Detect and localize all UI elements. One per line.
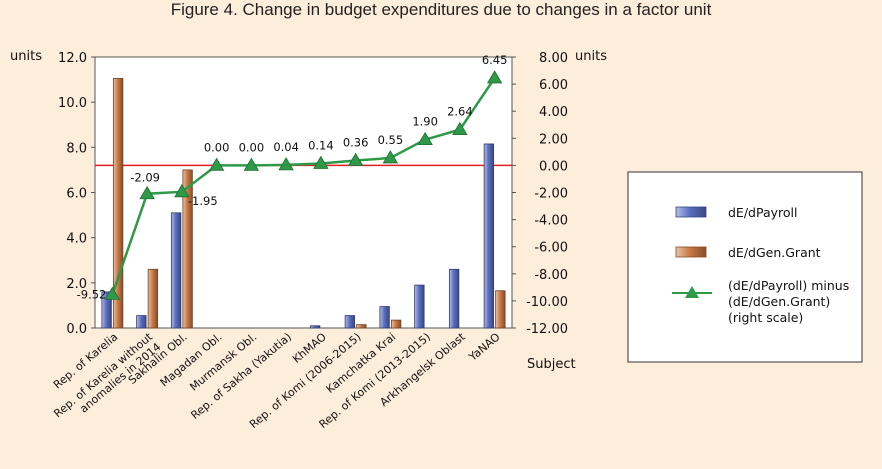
legend-difference-label: (dE/dPayroll) minus (dE/dGen.Grant) (right… bbox=[728, 278, 849, 325]
right-axis-tick-label: -12.00 bbox=[526, 322, 568, 337]
difference-data-label: 2.64 bbox=[447, 105, 473, 119]
difference-marker bbox=[208, 157, 225, 171]
left-axis-tick-label: 6.0 bbox=[66, 187, 87, 202]
left-axis-tick-label: 8.0 bbox=[66, 141, 87, 156]
right-axis-tick-label: 0.00 bbox=[539, 159, 568, 174]
difference-marker bbox=[382, 150, 399, 164]
gen-grant-bar bbox=[112, 78, 124, 329]
payroll-bar bbox=[483, 143, 495, 329]
difference-marker bbox=[243, 157, 260, 171]
left-axis-tick-label: 4.0 bbox=[66, 232, 87, 247]
difference-marker bbox=[174, 184, 190, 198]
difference-data-label: 0.04 bbox=[273, 140, 299, 154]
difference-data-label: 1.90 bbox=[412, 115, 438, 129]
legend-box bbox=[627, 171, 863, 363]
difference-marker bbox=[347, 152, 364, 166]
gen-grant-bar bbox=[182, 169, 193, 329]
gen-grant-bar bbox=[390, 319, 402, 329]
gen-grant-bar bbox=[147, 268, 159, 329]
right-axis-tick-label: -6.00 bbox=[534, 241, 568, 256]
difference-marker bbox=[452, 121, 468, 136]
left-axis-tick-label: 0.0 bbox=[66, 322, 87, 337]
payroll-bar bbox=[136, 315, 147, 329]
category-label: YaNAO bbox=[466, 330, 503, 364]
right-axis-tick-label: 6.00 bbox=[539, 78, 568, 93]
payroll-bar bbox=[101, 291, 112, 329]
left-axis-unit-label: units bbox=[10, 49, 42, 64]
difference-marker bbox=[139, 185, 155, 200]
payroll-bar bbox=[170, 212, 182, 329]
gen-grant-bar bbox=[356, 324, 367, 329]
difference-data-label: 0.00 bbox=[204, 140, 230, 154]
legend-gen-grant-swatch bbox=[675, 246, 707, 258]
left-axis-tick-label: 12.0 bbox=[58, 51, 87, 66]
right-axis-tick-label: -8.00 bbox=[534, 268, 568, 283]
payroll-bar bbox=[414, 284, 425, 329]
difference-data-label: -9.52 bbox=[77, 287, 107, 301]
payroll-bar bbox=[309, 325, 321, 329]
right-axis-unit-label: units bbox=[575, 49, 607, 64]
gen-grant-bar bbox=[495, 290, 506, 329]
legend: dE/dPayroll dE/dGen.Grant (dE/dPayroll) mi… bbox=[627, 171, 863, 363]
right-axis-tick-label: -2.00 bbox=[534, 187, 568, 202]
x-axis-label: Subject bbox=[527, 357, 576, 372]
right-axis-tick-label: -4.00 bbox=[534, 214, 568, 229]
payroll-bar bbox=[379, 306, 390, 329]
difference-marker bbox=[486, 70, 503, 84]
legend-difference-marker bbox=[685, 286, 699, 298]
difference-data-label: 6.45 bbox=[482, 53, 508, 67]
difference-data-label: -2.09 bbox=[130, 171, 160, 185]
line-series: -9.52 -2.09 -1.95 0.00 0.00 0.04 0.14 0.36 0.55 1… bbox=[77, 53, 508, 301]
difference-marker bbox=[313, 155, 329, 169]
difference-marker bbox=[278, 157, 294, 171]
right-axis: -12.00 -10.00 -8.00 -6.00 -4.00 -2.00 0.00 2.00… bbox=[512, 51, 568, 337]
difference-marker bbox=[104, 286, 121, 300]
right-axis-tick-label: -10.00 bbox=[526, 295, 568, 310]
difference-data-label: -1.95 bbox=[188, 194, 218, 208]
bar-series bbox=[101, 78, 506, 329]
legend-payroll-swatch bbox=[675, 206, 707, 218]
payroll-bar bbox=[448, 268, 460, 329]
legend-payroll-label: dE/dPayroll bbox=[728, 205, 797, 220]
payroll-bar bbox=[344, 315, 356, 329]
right-axis-tick-label: 8.00 bbox=[539, 51, 568, 66]
legend-items: dE/dPayroll dE/dGen.Grant (dE/dPayroll) mi… bbox=[672, 205, 849, 325]
difference-data-label: 0.14 bbox=[308, 139, 334, 153]
chart-title: Figure 4. Change in budget expenditures … bbox=[171, 0, 712, 19]
left-axis-tick-label: 2.0 bbox=[66, 277, 87, 292]
left-axis-tick-label: 10.0 bbox=[58, 96, 87, 111]
difference-data-label: 0.00 bbox=[239, 140, 265, 154]
difference-marker bbox=[417, 131, 433, 146]
right-axis-tick-label: 2.00 bbox=[539, 132, 568, 147]
difference-line bbox=[111, 77, 496, 295]
difference-data-label: 0.36 bbox=[343, 136, 369, 150]
difference-data-label: 0.55 bbox=[378, 133, 404, 147]
right-axis-tick-label: 4.00 bbox=[539, 105, 568, 120]
left-axis: 0.0 2.0 4.0 6.0 8.0 10.0 12.0 bbox=[58, 51, 95, 337]
legend-gen-grant-label: dE/dGen.Grant bbox=[728, 245, 821, 260]
